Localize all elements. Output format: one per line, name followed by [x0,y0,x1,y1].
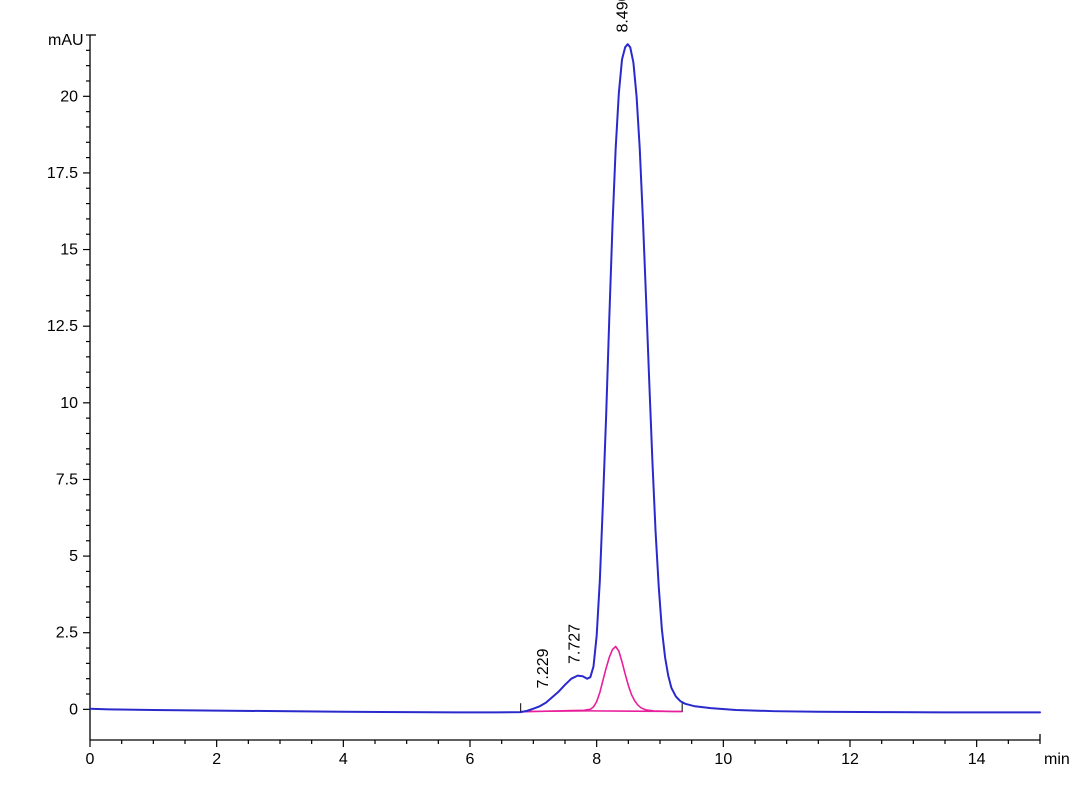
y-axis-label: mAU [48,32,84,49]
x-tick-label: 6 [466,751,475,768]
y-tick-label: 15 [60,242,78,259]
y-tick-label: 10 [60,395,78,412]
peak-label: 7.229 [535,648,552,688]
x-tick-label: 2 [212,751,221,768]
y-tick-label: 0 [69,701,78,718]
chromatogram-chart: 0 2 4 6 8 10 12 14 min 0 2.5 5 7.5 10 12.5 15 17.5 20 mAU 7… [0,0,1080,792]
x-tick-label: 4 [339,751,348,768]
x-tick-label: 0 [86,751,95,768]
x-tick-label: 8 [592,751,601,768]
x-tick-label: 14 [968,751,986,768]
y-tick-label: 12.5 [47,318,78,335]
x-tick-label: 10 [714,751,732,768]
x-axis-label: min [1044,751,1070,768]
peak-label: 7.727 [566,624,583,664]
chart-svg: 0 2 4 6 8 10 12 14 min 0 2.5 5 7.5 10 12.5 15 17.5 20 mAU 7… [0,0,1080,792]
y-tick-label: 5 [69,548,78,565]
y-tick-label: 2.5 [56,625,78,642]
x-tick-label: 12 [841,751,859,768]
y-tick-label: 17.5 [47,165,78,182]
y-tick-label: 7.5 [56,471,78,488]
y-tick-label: 20 [60,88,78,105]
peak-label: 8.490 [615,0,632,33]
